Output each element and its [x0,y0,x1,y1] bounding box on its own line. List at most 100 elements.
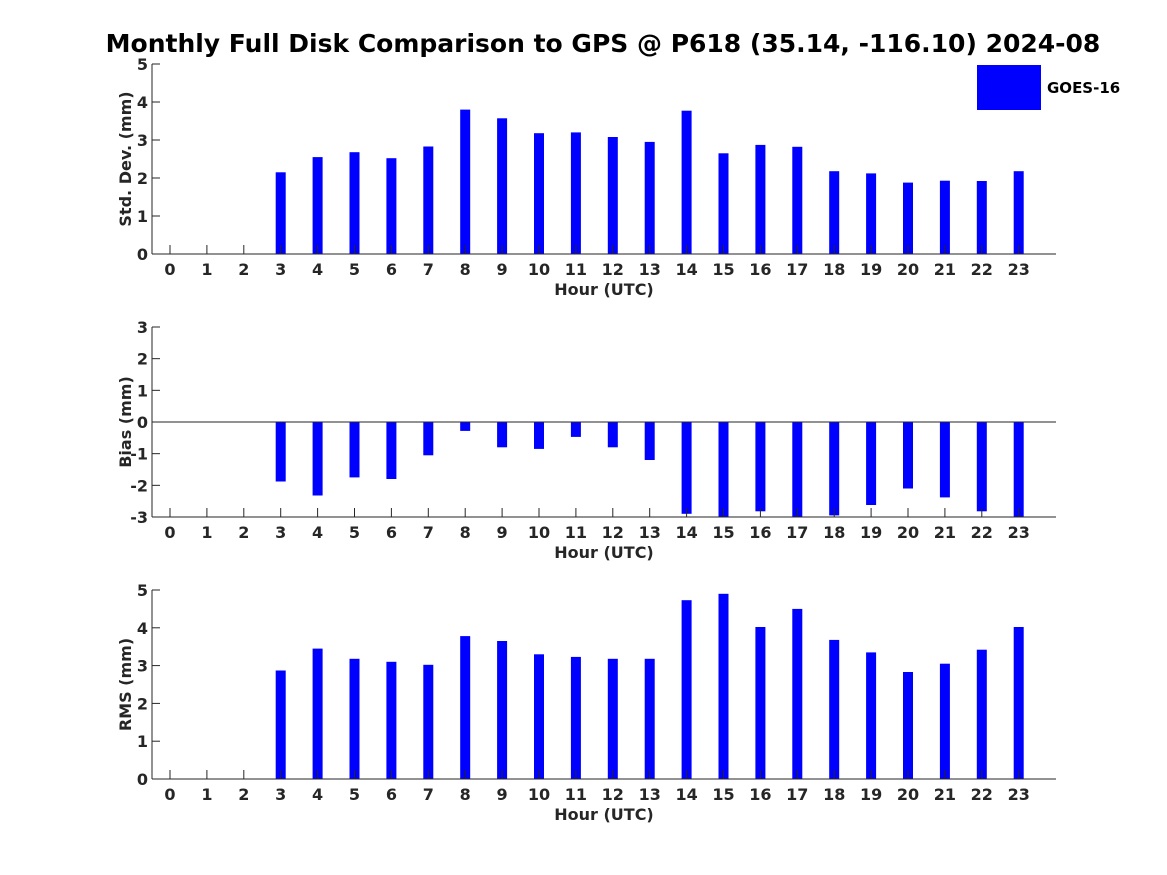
bar-hour-5 [349,658,360,779]
x-tick-label-11: 11 [565,785,587,804]
bar-hour-20 [903,422,913,489]
y-tick-label: -3 [130,508,148,527]
x-tick-label-17: 17 [786,260,808,279]
x-tick-label-0: 0 [164,785,175,804]
bar-hour-19 [866,422,877,505]
x-tick-label-7: 7 [423,523,434,542]
x-tick-label-20: 20 [897,260,919,279]
x-tick-label-9: 9 [497,785,508,804]
x-tick-label-3: 3 [275,785,286,804]
bar-hour-7 [423,664,434,779]
x-tick-label-14: 14 [675,260,697,279]
x-tick-label-10: 10 [528,523,550,542]
figure-title: Monthly Full Disk Comparison to GPS @ P6… [106,29,1101,58]
x-tick-label-8: 8 [460,523,471,542]
y-tick-label: 0 [137,245,148,264]
bar-hour-12 [607,137,618,254]
x-tick-label-2: 2 [238,523,249,542]
x-tick-label-14: 14 [675,523,697,542]
x-tick-label-0: 0 [164,260,175,279]
y-axis-label: RMS (mm) [116,638,135,731]
x-tick-label-13: 13 [639,523,661,542]
bar-hour-9 [497,422,508,448]
x-tick-label-20: 20 [897,523,919,542]
bar-hour-13 [644,141,655,254]
x-tick-label-9: 9 [497,260,508,279]
x-tick-label-16: 16 [749,785,771,804]
bar-hour-13 [644,422,655,460]
bar-hour-22 [976,649,987,779]
x-tick-label-12: 12 [602,785,624,804]
x-tick-label-0: 0 [164,523,175,542]
x-tick-label-8: 8 [460,785,471,804]
y-tick-label: -2 [130,476,148,495]
bar-hour-22 [976,181,987,254]
x-tick-label-4: 4 [312,260,323,279]
x-tick-label-19: 19 [860,523,882,542]
x-tick-label-21: 21 [934,523,956,542]
x-tick-label-6: 6 [386,260,397,279]
bar-hour-9 [497,118,508,254]
x-axis-label: Hour (UTC) [554,805,654,824]
x-tick-label-13: 13 [639,785,661,804]
y-tick-label: 1 [137,207,148,226]
x-tick-label-21: 21 [934,260,956,279]
bar-hour-6 [386,158,397,254]
y-tick-label: 2 [137,694,148,713]
x-tick-label-5: 5 [349,260,360,279]
bar-hour-8 [460,636,471,779]
y-tick-label: 4 [137,619,148,638]
bar-hour-15 [718,593,729,779]
bar-hour-19 [866,173,877,254]
bar-hour-8 [460,109,471,254]
bar-hour-17 [792,146,803,254]
y-tick-label: 0 [137,770,148,789]
bar-hour-10 [534,422,544,449]
y-tick-label: 1 [137,381,148,400]
x-tick-label-22: 22 [971,785,993,804]
x-axis-label: Hour (UTC) [554,280,654,299]
x-tick-label-18: 18 [823,260,845,279]
x-tick-label-3: 3 [275,523,286,542]
legend-swatch-goes-16 [977,65,1041,110]
bar-hour-14 [681,600,692,779]
y-tick-label: 2 [137,350,148,369]
bar-hour-17 [792,608,803,779]
bar-hour-4 [312,157,323,254]
x-tick-label-15: 15 [712,785,734,804]
x-tick-label-22: 22 [971,523,993,542]
x-tick-label-5: 5 [349,523,360,542]
y-tick-label: 2 [137,169,148,188]
bar-hour-21 [939,663,950,779]
bar-hour-18 [829,639,840,779]
x-tick-label-4: 4 [312,785,323,804]
x-tick-label-3: 3 [275,260,286,279]
x-tick-label-7: 7 [423,260,434,279]
bar-hour-23 [1013,627,1024,779]
bar-hour-4 [312,648,323,779]
bar-hour-12 [607,422,618,448]
x-tick-label-23: 23 [1008,785,1030,804]
x-tick-label-12: 12 [602,523,624,542]
x-tick-label-15: 15 [712,523,734,542]
bar-hour-16 [755,422,766,512]
bar-hour-10 [534,654,544,779]
bar-hour-14 [681,422,692,514]
bar-hour-19 [866,652,877,779]
x-tick-label-19: 19 [860,785,882,804]
bar-hour-3 [275,172,286,254]
bar-hour-12 [607,658,618,779]
x-tick-label-15: 15 [712,260,734,279]
bar-hour-11 [570,656,581,779]
x-tick-label-5: 5 [349,785,360,804]
bar-hour-23 [1013,422,1024,517]
x-tick-label-17: 17 [786,523,808,542]
x-tick-label-18: 18 [823,523,845,542]
bar-hour-3 [275,422,286,482]
bar-hour-7 [423,422,434,456]
x-tick-label-4: 4 [312,523,323,542]
x-tick-label-8: 8 [460,260,471,279]
